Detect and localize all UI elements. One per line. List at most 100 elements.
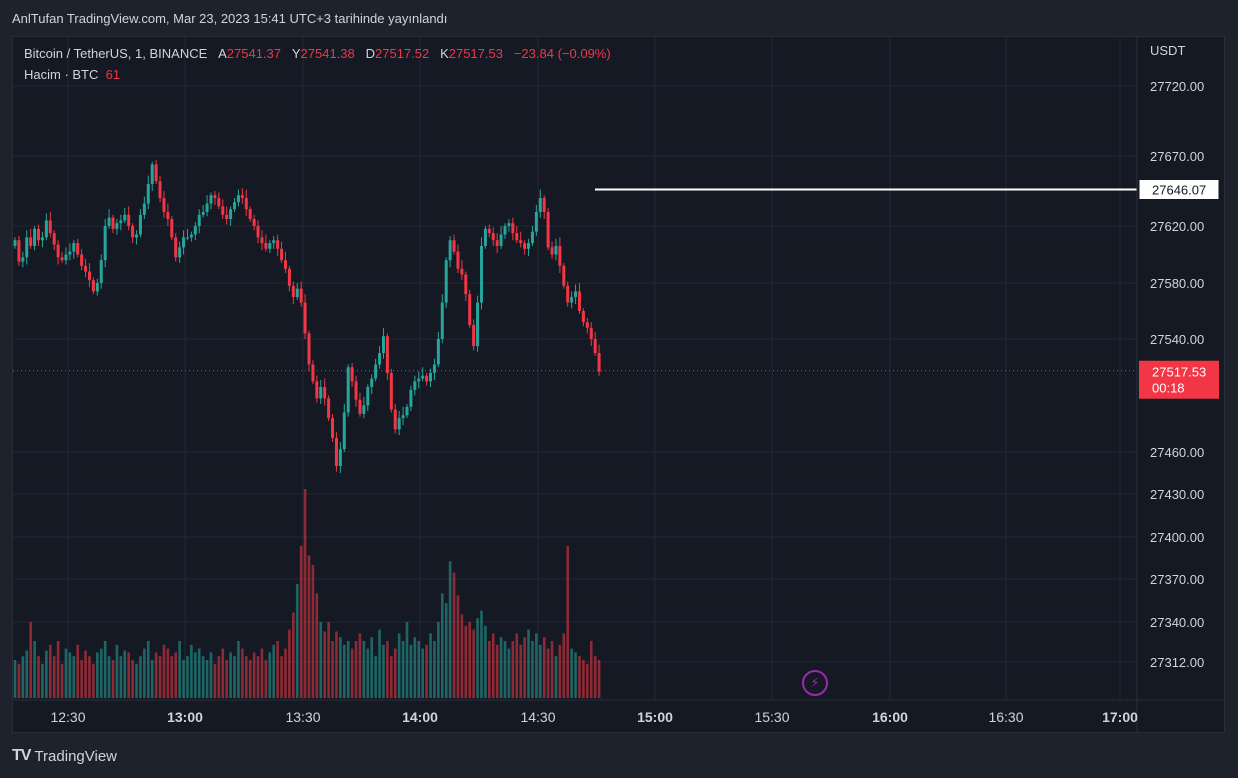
candle-body: [323, 387, 327, 399]
candle-body: [577, 291, 581, 311]
volume-bar: [354, 641, 358, 698]
candle-body: [362, 405, 366, 414]
candle-body: [483, 228, 487, 246]
volume-bar: [327, 622, 330, 698]
volume-bar: [448, 561, 452, 698]
volume-bar: [292, 612, 295, 698]
candle-body: [95, 283, 99, 292]
volume-bar: [335, 631, 338, 698]
volume-bar: [342, 644, 346, 698]
time-tick-label: 14:00: [402, 709, 438, 725]
candle-body: [417, 378, 421, 382]
candle-body: [264, 243, 268, 249]
volume-bar: [264, 660, 268, 698]
volume-bar: [119, 656, 123, 698]
candle-body: [189, 234, 193, 238]
candle-body: [72, 243, 76, 252]
volume-bar: [45, 650, 48, 698]
volume-bar: [409, 644, 413, 698]
volume-bar: [417, 641, 421, 698]
candle-body: [13, 240, 17, 246]
candle-body: [444, 260, 448, 303]
volume-bar: [237, 641, 240, 698]
volume-bar: [115, 644, 119, 698]
candle-body: [256, 226, 260, 238]
candle-body: [287, 268, 291, 286]
volume-bar: [499, 637, 503, 698]
candle-body: [311, 364, 315, 382]
brand-name: TradingView: [34, 747, 117, 765]
time-tick-label: 13:30: [285, 709, 320, 725]
volume-bar: [111, 660, 115, 698]
close-label: K: [440, 46, 449, 61]
volume-bar: [37, 656, 40, 698]
candle-body: [476, 302, 480, 347]
resistance-price-label: 27646.07: [1152, 183, 1206, 198]
candle-body: [334, 437, 338, 466]
price-tick-label: 27720.00: [1150, 79, 1204, 94]
time-tick-label: 13:00: [167, 709, 203, 725]
candle-body: [538, 198, 542, 212]
volume-bar: [452, 572, 456, 698]
candle-body: [515, 233, 519, 241]
volume-bar: [546, 648, 550, 698]
candle-body: [413, 381, 417, 390]
volume-bar: [194, 652, 197, 698]
volume-bar: [538, 644, 542, 698]
candle-body: [397, 418, 401, 430]
candle-body: [119, 220, 123, 224]
candle-body: [29, 237, 33, 246]
volume-bar: [56, 641, 60, 698]
candle-body: [421, 375, 425, 379]
volume-bar: [527, 629, 530, 698]
candle-body: [272, 240, 276, 244]
volume-bar: [550, 641, 554, 698]
volume-bar: [515, 633, 519, 698]
close-value: 27517.53: [448, 46, 503, 61]
volume-bar: [252, 652, 256, 698]
tradingview-logo[interactable]: TV TradingView: [12, 747, 117, 765]
volume-bar: [186, 656, 189, 698]
volume-bar: [382, 644, 385, 698]
candle-body: [523, 243, 527, 249]
volume-bar: [491, 633, 495, 698]
volume-bar: [413, 637, 417, 698]
candle-body: [221, 206, 225, 215]
candle-body: [138, 214, 142, 235]
volume-bar: [248, 660, 252, 698]
candle-body: [68, 251, 72, 255]
candle-body: [185, 237, 189, 239]
volume-bar: [241, 648, 244, 698]
volume-bar: [88, 656, 91, 698]
price-tick-label: 27580.00: [1150, 276, 1204, 291]
chart-frame[interactable]: [12, 36, 1225, 733]
candle-body: [558, 245, 562, 266]
price-tick-label: 27400.00: [1150, 530, 1204, 545]
publish-header: AnlTufan TradingView.com, Mar 23, 2023 1…: [12, 11, 448, 26]
volume-bar: [299, 546, 303, 698]
candle-body: [370, 378, 374, 388]
candle-body: [182, 237, 186, 248]
candles: [13, 160, 601, 473]
volume-value: 61: [105, 67, 121, 82]
volume-bar: [295, 584, 299, 698]
volume-bar: [362, 641, 366, 698]
price-tick-label: 27460.00: [1150, 445, 1204, 460]
volume-bar: [64, 648, 68, 698]
candle-body: [21, 257, 25, 262]
volume-bar: [378, 629, 381, 698]
price-tick-label: 27370.00: [1150, 572, 1204, 587]
volume-bar: [197, 648, 201, 698]
candle-body: [154, 164, 158, 182]
candle-body: [197, 214, 201, 226]
volume-bar: [209, 652, 213, 698]
volume-bar: [280, 656, 283, 698]
candle-body: [135, 234, 139, 238]
candle-body: [405, 406, 409, 416]
candle-body: [170, 219, 174, 238]
candle-body: [225, 214, 229, 219]
candle-body: [146, 184, 150, 204]
lightning-icon[interactable]: ⚡: [802, 670, 828, 696]
candle-body: [440, 302, 444, 339]
